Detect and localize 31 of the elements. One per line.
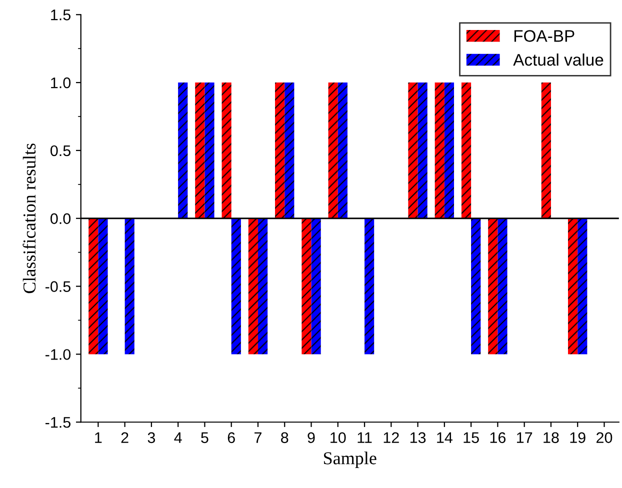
y-tick-label: 1.5: [51, 10, 70, 20]
x-tick-label: 12: [384, 432, 399, 443]
legend-label: FOA-BP: [514, 30, 574, 42]
y-tick-label: -1.0: [45, 349, 71, 360]
x-tick-label: 13: [410, 432, 426, 444]
x-tick-label: 3: [148, 432, 156, 444]
x-tick-label: 4: [174, 432, 182, 443]
x-tick-label: 8: [281, 432, 288, 444]
y-tick-label: 0.5: [50, 145, 70, 156]
x-tick-label: 15: [464, 432, 479, 444]
x-tick-label: 18: [544, 432, 559, 444]
x-tick-label: 17: [517, 432, 532, 443]
y-tick-label: 0.0: [50, 213, 71, 224]
x-tick-label: 19: [570, 432, 586, 444]
x-tick-label: 7: [254, 432, 262, 443]
x-tick-label: 20: [596, 432, 612, 444]
x-tick-label: 1: [95, 432, 102, 443]
x-tick-label: 10: [330, 432, 346, 444]
x-tick-label: 5: [201, 432, 208, 444]
x-tick-label: 6: [228, 432, 235, 444]
x-tick-label: 11: [358, 432, 372, 443]
x-tick-label: 16: [490, 432, 506, 444]
x-tick-label: 9: [308, 432, 315, 444]
x-axis-title: Sample: [324, 452, 376, 468]
y-tick-label: 1.0: [51, 77, 71, 88]
y-tick-label: -1.5: [45, 417, 70, 428]
y-axis-title: Classification results: [22, 144, 36, 294]
x-tick-label: 14: [437, 432, 452, 443]
y-tick-label: -0.5: [45, 281, 70, 292]
x-tick-label: 2: [121, 432, 128, 443]
legend-label: Actual value: [513, 54, 604, 66]
